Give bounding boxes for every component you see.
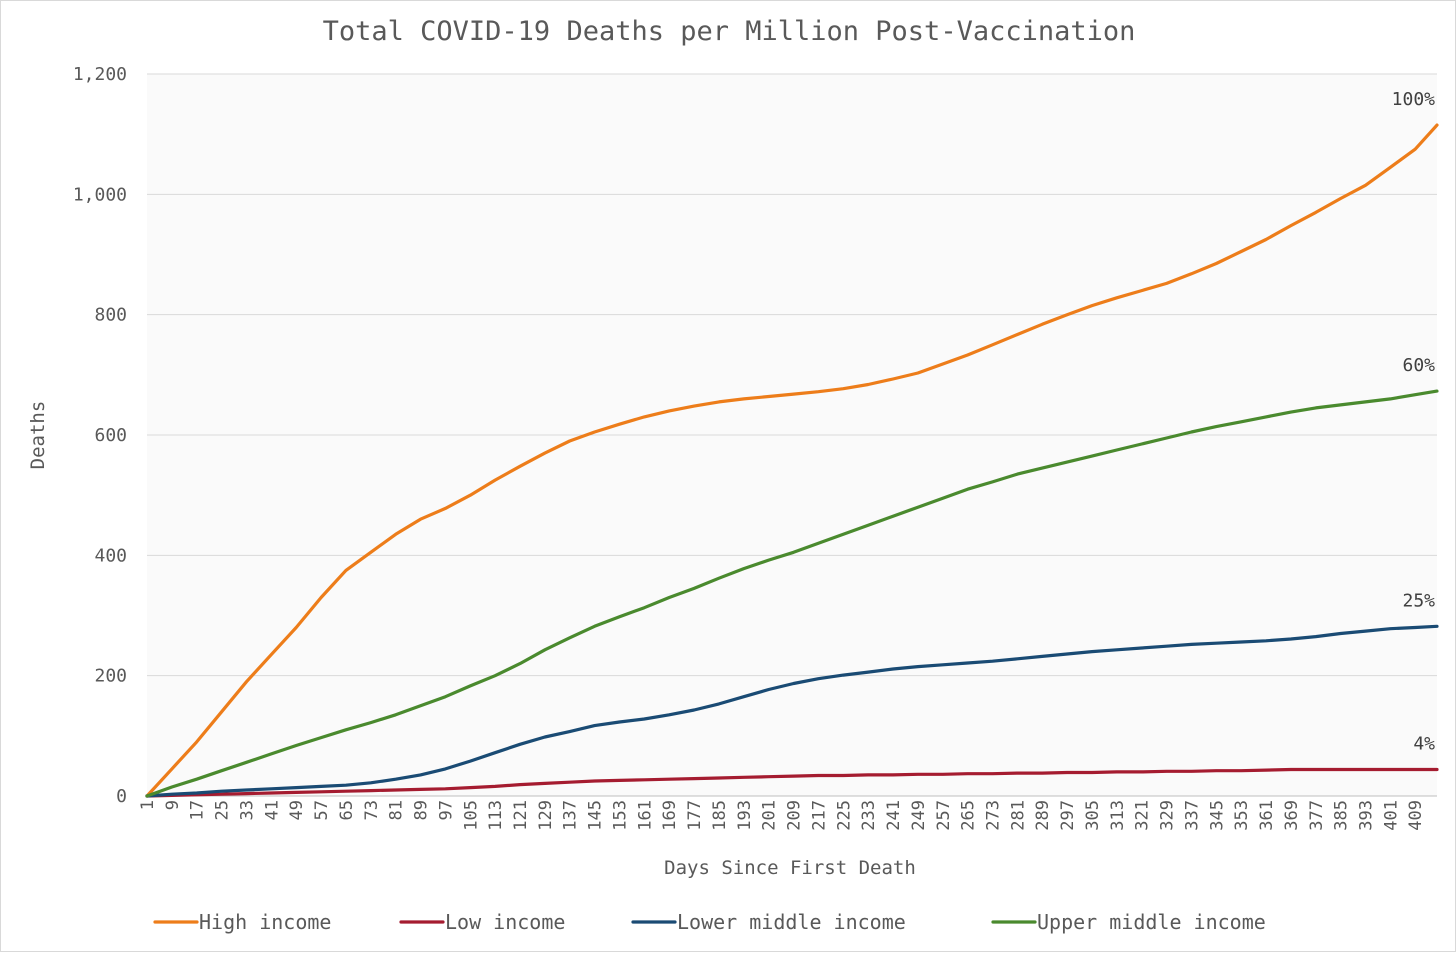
series-lines (145, 123, 1439, 798)
x-tick-label: 361 (1257, 800, 1277, 831)
series-end-labels: 100% 4% 25% 60% (1392, 89, 1436, 754)
x-axis-ticks: 1 9 17 25 33 41 49 57 65 73 81 89 97 105 113 121 129 137 1… (138, 800, 1426, 831)
x-tick-label: 281 (1008, 800, 1028, 831)
x-tick-label: 369 (1282, 800, 1302, 831)
x-tick-label: 321 (1133, 800, 1153, 831)
gridlines (147, 73, 1437, 677)
x-tick-label: 17 (188, 800, 208, 820)
series-line-upper-middle-income (145, 389, 1439, 798)
x-tick-label: 105 (461, 800, 481, 831)
x-tick-label: 297 (1058, 800, 1078, 831)
y-axis-ticks: 0 200 400 600 800 1,000 1,200 (73, 64, 127, 807)
x-tick-label: 345 (1207, 800, 1227, 831)
x-tick-label: 401 (1381, 800, 1401, 831)
x-tick-label: 161 (635, 800, 655, 831)
y-tick-label: 1,000 (73, 184, 127, 205)
y-tick-label: 400 (94, 545, 127, 566)
legend-label-low-income: Low income (445, 910, 565, 934)
x-tick-label: 81 (387, 800, 407, 820)
series-line-low-income (145, 767, 1439, 798)
x-tick-label: 217 (809, 800, 829, 831)
x-tick-label: 377 (1307, 800, 1327, 831)
x-tick-label: 393 (1357, 800, 1377, 831)
series-line-high-income (145, 123, 1439, 798)
x-tick-label: 137 (561, 800, 581, 831)
x-tick-label: 193 (735, 800, 755, 831)
x-tick-label: 353 (1232, 800, 1252, 831)
x-tick-label: 89 (412, 800, 432, 820)
y-axis-title: Deaths (27, 401, 49, 470)
x-tick-label: 169 (660, 800, 680, 831)
x-tick-label: 153 (610, 800, 630, 831)
x-tick-label: 185 (710, 800, 730, 831)
end-label-lower-middle-income: 25% (1402, 590, 1435, 611)
x-tick-label: 129 (536, 800, 556, 831)
y-tick-label: 0 (116, 786, 127, 807)
x-tick-label: 65 (337, 800, 357, 820)
x-tick-label: 249 (909, 800, 929, 831)
x-axis-title: Days Since First Death (664, 857, 916, 879)
x-tick-label: 1 (138, 800, 158, 810)
x-tick-label: 73 (362, 800, 382, 820)
x-tick-label: 225 (834, 800, 854, 831)
x-tick-label: 113 (486, 800, 506, 831)
series-line-lower-middle-income (145, 624, 1439, 798)
end-label-upper-middle-income: 60% (1402, 355, 1435, 376)
x-tick-label: 97 (436, 800, 456, 820)
x-tick-label: 201 (760, 800, 780, 831)
x-tick-label: 57 (312, 800, 332, 820)
x-tick-label: 305 (1083, 800, 1103, 831)
legend-label-lower-middle-income: Lower middle income (677, 910, 906, 934)
x-tick-label: 33 (237, 800, 257, 820)
x-tick-label: 313 (1108, 800, 1128, 831)
legend-label-high-income: High income (199, 910, 331, 934)
x-tick-label: 273 (983, 800, 1003, 831)
x-tick-label: 257 (934, 800, 954, 831)
x-tick-label: 241 (884, 800, 904, 831)
x-tick-label: 177 (685, 800, 705, 831)
y-tick-label: 1,200 (73, 64, 127, 85)
x-tick-label: 385 (1332, 800, 1352, 831)
x-tick-label: 25 (213, 800, 233, 820)
x-tick-label: 329 (1158, 800, 1178, 831)
x-tick-label: 9 (163, 800, 183, 810)
y-tick-label: 600 (94, 425, 127, 446)
x-tick-label: 337 (1182, 800, 1202, 831)
x-tick-label: 49 (287, 800, 307, 820)
legend-label-upper-middle-income: Upper middle income (1037, 910, 1266, 934)
legend: High income Low income Lower middle income… (153, 910, 1266, 934)
chart-title: Total COVID-19 Deaths per Million Post-V… (323, 16, 1136, 47)
x-tick-label: 209 (785, 800, 805, 831)
x-tick-label: 265 (959, 800, 979, 831)
x-tick-label: 145 (586, 800, 606, 831)
x-tick-label: 121 (511, 800, 531, 831)
y-tick-label: 800 (94, 305, 127, 326)
x-tick-label: 289 (1033, 800, 1053, 831)
end-label-low-income: 4% (1413, 734, 1435, 755)
x-tick-label: 233 (859, 800, 879, 831)
x-tick-label: 409 (1406, 800, 1426, 831)
y-tick-label: 200 (94, 666, 127, 687)
end-label-high-income: 100% (1392, 89, 1436, 110)
x-tick-label: 41 (262, 800, 282, 820)
